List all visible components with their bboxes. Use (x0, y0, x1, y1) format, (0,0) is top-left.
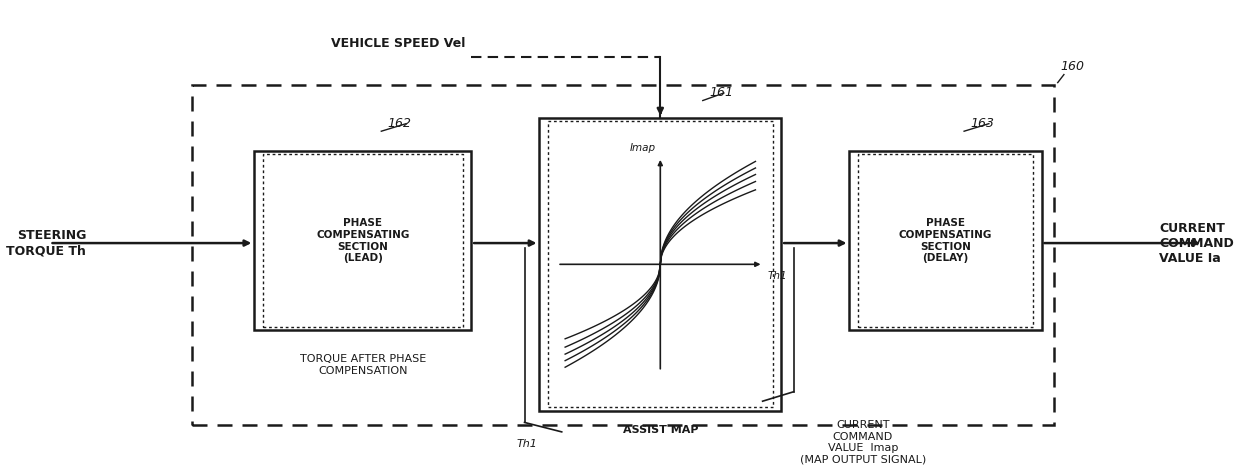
Bar (858, 154, 1033, 327)
Bar (539, 118, 781, 411)
Bar (263, 154, 463, 327)
Text: 160: 160 (1060, 60, 1084, 73)
Text: 162: 162 (387, 117, 412, 130)
Bar (849, 151, 1042, 330)
Text: TORQUE AFTER PHASE
COMPENSATION: TORQUE AFTER PHASE COMPENSATION (300, 354, 425, 376)
Bar (254, 151, 471, 330)
Text: 163: 163 (971, 117, 994, 130)
Text: VEHICLE SPEED Vel: VEHICLE SPEED Vel (331, 36, 465, 50)
Text: ASSIST MAP: ASSIST MAP (622, 425, 698, 435)
Text: STEERING
TORQUE Th: STEERING TORQUE Th (6, 229, 86, 257)
Text: 161: 161 (709, 86, 733, 99)
Text: PHASE
COMPENSATING
SECTION
(DELAY): PHASE COMPENSATING SECTION (DELAY) (899, 219, 992, 263)
Text: PHASE
COMPENSATING
SECTION
(LEAD): PHASE COMPENSATING SECTION (LEAD) (316, 219, 409, 263)
Text: CURRENT
COMMAND
VALUE Ia: CURRENT COMMAND VALUE Ia (1159, 221, 1234, 265)
Text: Th1: Th1 (768, 271, 786, 281)
Text: CURRENT
COMMAND
VALUE  Imap
(MAP OUTPUT SIGNAL): CURRENT COMMAND VALUE Imap (MAP OUTPUT S… (800, 420, 926, 465)
Bar (192, 85, 1054, 425)
Bar (548, 121, 773, 407)
Text: Imap: Imap (629, 143, 656, 153)
Text: Th1: Th1 (517, 439, 537, 449)
